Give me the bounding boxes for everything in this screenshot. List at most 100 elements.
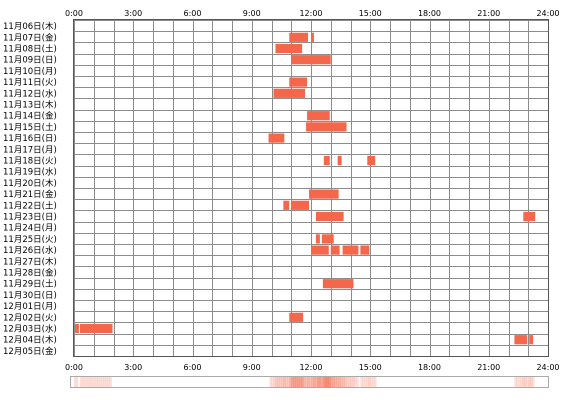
density-cell bbox=[330, 377, 334, 387]
density-cell bbox=[522, 377, 525, 387]
grid-lines bbox=[74, 20, 549, 357]
density-cell bbox=[297, 377, 300, 387]
plot-frame bbox=[73, 19, 549, 357]
top-tick-label: 3:00 bbox=[124, 9, 142, 18]
row-label: 11月24日(月) bbox=[3, 224, 57, 234]
row-label: 11月19日(水) bbox=[3, 167, 57, 178]
density-cell bbox=[85, 377, 89, 387]
row-label: 11月06日(木) bbox=[3, 21, 57, 32]
activity-bar bbox=[268, 133, 285, 143]
density-cell bbox=[368, 377, 371, 387]
density-cell bbox=[328, 377, 332, 387]
density-cell bbox=[291, 377, 294, 387]
row-label: 11月18日(火) bbox=[3, 157, 57, 167]
density-cell bbox=[283, 377, 286, 387]
density-cell bbox=[520, 377, 523, 387]
density-cell bbox=[316, 377, 320, 387]
top-tick-label: 15:00 bbox=[359, 9, 382, 18]
activity-bar bbox=[311, 32, 314, 42]
density-cell bbox=[354, 377, 357, 387]
activity-bar bbox=[291, 200, 310, 210]
row-label: 11月08日(土) bbox=[3, 44, 57, 55]
row-label: 11月14日(金) bbox=[3, 111, 57, 122]
density-cell bbox=[516, 377, 519, 387]
density-cell bbox=[364, 377, 367, 387]
activity-bar bbox=[337, 155, 342, 166]
density-cell bbox=[303, 377, 306, 387]
density-cell bbox=[301, 377, 304, 387]
density-cell bbox=[366, 377, 369, 387]
density-strip-frame bbox=[70, 376, 549, 388]
bottom-tick-label: 6:00 bbox=[184, 363, 202, 372]
row-label: 11月27日(木) bbox=[3, 256, 57, 267]
density-cell bbox=[279, 377, 282, 387]
activity-bar bbox=[275, 43, 303, 54]
activity-bar bbox=[311, 245, 329, 255]
density-cell bbox=[528, 377, 531, 387]
density-cell bbox=[338, 377, 341, 387]
density-cell bbox=[350, 377, 353, 387]
bottom-tick-label: 12:00 bbox=[299, 363, 322, 372]
bottom-tick-label: 18:00 bbox=[418, 363, 441, 372]
row-label: 11月22日(土) bbox=[3, 200, 57, 211]
density-cell bbox=[285, 377, 288, 387]
bottom-axis-tick-labels: 0:00 3:00 6:00 9:00 12:00 15:00 18:00 21:00 24:0… bbox=[65, 363, 560, 372]
activity-bar bbox=[273, 88, 306, 98]
top-axis-tick-labels: 0:00 3:00 6:00 9:00 12:00 15:00 18:00 21:00 24:0… bbox=[65, 9, 560, 18]
density-cell bbox=[532, 377, 535, 387]
density-cell bbox=[103, 377, 106, 387]
density-cell bbox=[277, 377, 280, 387]
density-cell bbox=[314, 377, 318, 387]
density-cell bbox=[514, 377, 517, 387]
density-cell bbox=[293, 377, 296, 387]
density-cell bbox=[346, 377, 349, 387]
density-cell bbox=[526, 377, 529, 387]
activity-bar bbox=[360, 245, 370, 255]
activity-bar bbox=[307, 111, 330, 121]
density-cell bbox=[269, 377, 272, 387]
activity-bar bbox=[367, 155, 376, 166]
density-cell bbox=[81, 377, 85, 387]
density-cell bbox=[334, 377, 337, 387]
row-label: 11月20日(木) bbox=[3, 178, 57, 189]
top-tick-label: 24:00 bbox=[536, 9, 559, 18]
activity-bar bbox=[289, 77, 308, 87]
row-label: 12月01日(月) bbox=[3, 302, 57, 312]
activity-bar bbox=[514, 335, 528, 345]
row-label: 11月09日(日) bbox=[3, 56, 57, 66]
density-cell bbox=[75, 377, 79, 387]
density-cell bbox=[79, 377, 83, 387]
row-label: 11月17日(月) bbox=[3, 145, 57, 155]
density-cell bbox=[324, 377, 328, 387]
activity-bar bbox=[342, 245, 359, 255]
density-cell bbox=[312, 377, 316, 387]
density-cell bbox=[309, 377, 312, 387]
density-cell bbox=[91, 377, 95, 387]
density-cell bbox=[320, 377, 324, 387]
row-label: 11月21日(金) bbox=[3, 189, 57, 200]
row-label: 11月25日(火) bbox=[3, 235, 57, 245]
density-cell bbox=[311, 377, 314, 387]
row-label: 12月03日(水) bbox=[3, 324, 57, 335]
activity-bar bbox=[321, 234, 334, 244]
activity-bar bbox=[315, 234, 320, 244]
row-label: 12月05日(金) bbox=[3, 346, 57, 357]
density-cell bbox=[101, 377, 104, 387]
activity-bar bbox=[322, 279, 354, 289]
density-cell bbox=[530, 377, 533, 387]
bottom-tick-label: 15:00 bbox=[359, 363, 382, 372]
activity-bar bbox=[529, 335, 534, 345]
density-cell bbox=[299, 377, 302, 387]
top-tick-label: 0:00 bbox=[65, 9, 83, 18]
density-cell bbox=[289, 377, 292, 387]
activity-bar bbox=[289, 32, 309, 42]
density-cell bbox=[374, 377, 377, 387]
row-label: 11月07日(金) bbox=[3, 32, 57, 43]
density-cell bbox=[360, 377, 363, 387]
density-cell bbox=[271, 377, 274, 387]
top-tick-label: 9:00 bbox=[243, 9, 261, 18]
density-cell bbox=[305, 377, 308, 387]
density-cell bbox=[83, 377, 87, 387]
density-cell bbox=[275, 377, 278, 387]
